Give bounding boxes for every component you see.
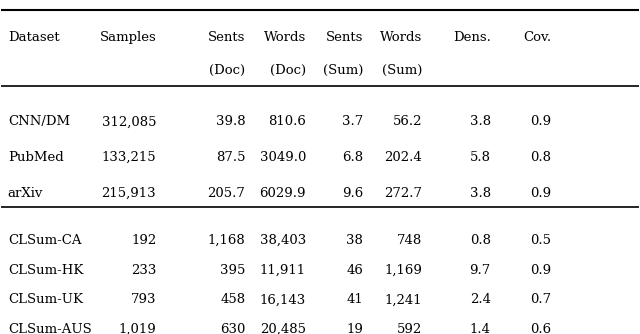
Text: Dens.: Dens.: [453, 31, 491, 44]
Text: 312,085: 312,085: [102, 116, 156, 129]
Text: CLSum-CA: CLSum-CA: [8, 234, 81, 247]
Text: 1,241: 1,241: [385, 293, 422, 306]
Text: 810.6: 810.6: [268, 116, 306, 129]
Text: Words: Words: [264, 31, 306, 44]
Text: 0.6: 0.6: [530, 323, 551, 334]
Text: 38,403: 38,403: [260, 234, 306, 247]
Text: 3.8: 3.8: [470, 116, 491, 129]
Text: 0.9: 0.9: [530, 264, 551, 277]
Text: 192: 192: [131, 234, 156, 247]
Text: 592: 592: [397, 323, 422, 334]
Text: 233: 233: [131, 264, 156, 277]
Text: 19: 19: [346, 323, 364, 334]
Text: Sents: Sents: [208, 31, 246, 44]
Text: (Sum): (Sum): [381, 63, 422, 76]
Text: 0.9: 0.9: [530, 187, 551, 200]
Text: 9.7: 9.7: [470, 264, 491, 277]
Text: 1,168: 1,168: [208, 234, 246, 247]
Text: 748: 748: [397, 234, 422, 247]
Text: 395: 395: [220, 264, 246, 277]
Text: 272.7: 272.7: [384, 187, 422, 200]
Text: 2.4: 2.4: [470, 293, 491, 306]
Text: Words: Words: [380, 31, 422, 44]
Text: 1,169: 1,169: [384, 264, 422, 277]
Text: Dataset: Dataset: [8, 31, 60, 44]
Text: 3049.0: 3049.0: [260, 151, 306, 164]
Text: 9.6: 9.6: [342, 187, 364, 200]
Text: 6029.9: 6029.9: [259, 187, 306, 200]
Text: 1.4: 1.4: [470, 323, 491, 334]
Text: 0.8: 0.8: [470, 234, 491, 247]
Text: 20,485: 20,485: [260, 323, 306, 334]
Text: 458: 458: [220, 293, 246, 306]
Text: (Doc): (Doc): [270, 63, 306, 76]
Text: PubMed: PubMed: [8, 151, 63, 164]
Text: (Doc): (Doc): [209, 63, 246, 76]
Text: 0.5: 0.5: [531, 234, 551, 247]
Text: Samples: Samples: [99, 31, 156, 44]
Text: 3.7: 3.7: [342, 116, 364, 129]
Text: 215,913: 215,913: [102, 187, 156, 200]
Text: 3.8: 3.8: [470, 187, 491, 200]
Text: CLSum-HK: CLSum-HK: [8, 264, 83, 277]
Text: 793: 793: [131, 293, 156, 306]
Text: 0.7: 0.7: [530, 293, 551, 306]
Text: CLSum-AUS: CLSum-AUS: [8, 323, 92, 334]
Text: 1,019: 1,019: [118, 323, 156, 334]
Text: 41: 41: [347, 293, 364, 306]
Text: 56.2: 56.2: [392, 116, 422, 129]
Text: 0.9: 0.9: [530, 116, 551, 129]
Text: (Sum): (Sum): [323, 63, 364, 76]
Text: 11,911: 11,911: [260, 264, 306, 277]
Text: 87.5: 87.5: [216, 151, 246, 164]
Text: 202.4: 202.4: [384, 151, 422, 164]
Text: 205.7: 205.7: [207, 187, 246, 200]
Text: Sents: Sents: [326, 31, 364, 44]
Text: 38: 38: [346, 234, 364, 247]
Text: CLSum-UK: CLSum-UK: [8, 293, 83, 306]
Text: 0.8: 0.8: [531, 151, 551, 164]
Text: CNN/DM: CNN/DM: [8, 116, 70, 129]
Text: 630: 630: [220, 323, 246, 334]
Text: 39.8: 39.8: [216, 116, 246, 129]
Text: arXiv: arXiv: [8, 187, 43, 200]
Text: 6.8: 6.8: [342, 151, 364, 164]
Text: 16,143: 16,143: [260, 293, 306, 306]
Text: 133,215: 133,215: [102, 151, 156, 164]
Text: 46: 46: [346, 264, 364, 277]
Text: 5.8: 5.8: [470, 151, 491, 164]
Text: Cov.: Cov.: [523, 31, 551, 44]
